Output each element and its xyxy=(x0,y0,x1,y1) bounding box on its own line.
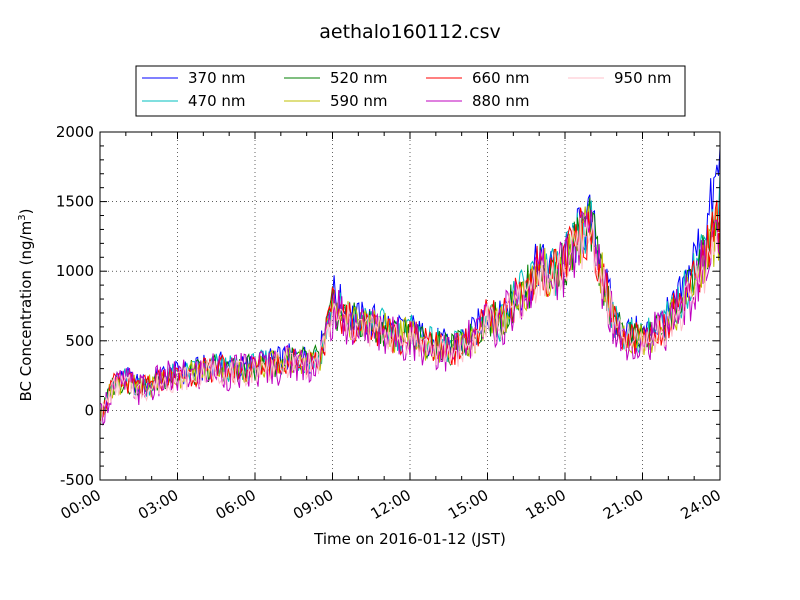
legend-label: 470 nm xyxy=(188,92,246,110)
y-tick-label: 0 xyxy=(84,401,94,419)
x-tick-label: 12:00 xyxy=(368,486,414,523)
y-tick-label: 1500 xyxy=(56,193,94,211)
legend-label: 370 nm xyxy=(188,69,246,87)
series-line-590-nm xyxy=(99,204,721,423)
y-axis-label-superscript: 3 xyxy=(17,214,28,220)
legend-label: 950 nm xyxy=(614,69,672,87)
series-line-880-nm xyxy=(99,209,721,427)
y-axis-label: BC Concentration (ng/m3) xyxy=(17,209,35,402)
legend-label: 520 nm xyxy=(330,69,388,87)
legend-label: 590 nm xyxy=(330,92,388,110)
y-tick-label: 1000 xyxy=(56,262,94,280)
y-axis-label-main: BC Concentration (ng/m xyxy=(17,221,35,402)
series-line-660-nm xyxy=(99,195,721,425)
y-tick-label: 2000 xyxy=(56,123,94,141)
plot-area: -500 0 500 1000 1500 2000 00:00 03:00 06:00 09:00… xyxy=(56,123,724,523)
x-tick-label: 09:00 xyxy=(290,486,336,523)
chart-title: aethalo160112.csv xyxy=(319,21,501,43)
x-axis-label: Time on 2016-01-12 (JST) xyxy=(313,530,506,548)
legend-label: 660 nm xyxy=(472,69,530,87)
y-axis-label-tail: ) xyxy=(17,209,35,215)
y-tick-label: -500 xyxy=(60,471,94,489)
x-tick-label: 21:00 xyxy=(600,486,646,523)
x-tick-label: 00:00 xyxy=(58,486,104,523)
legend-box xyxy=(135,65,686,117)
x-tick-label: 15:00 xyxy=(445,486,491,523)
legend: 370 nm 470 nm 520 nm 590 nm 660 nm 880 nm 950 … xyxy=(135,65,686,117)
legend-label: 880 nm xyxy=(472,92,530,110)
x-tick-label: 06:00 xyxy=(213,486,259,523)
x-tick-label: 24:00 xyxy=(678,486,724,523)
x-tick-label: 03:00 xyxy=(135,486,181,523)
series-line-950-nm xyxy=(99,217,721,424)
series-line-520-nm xyxy=(99,197,721,422)
y-tick-label: 500 xyxy=(65,332,94,350)
x-tick-label: 18:00 xyxy=(523,486,569,523)
